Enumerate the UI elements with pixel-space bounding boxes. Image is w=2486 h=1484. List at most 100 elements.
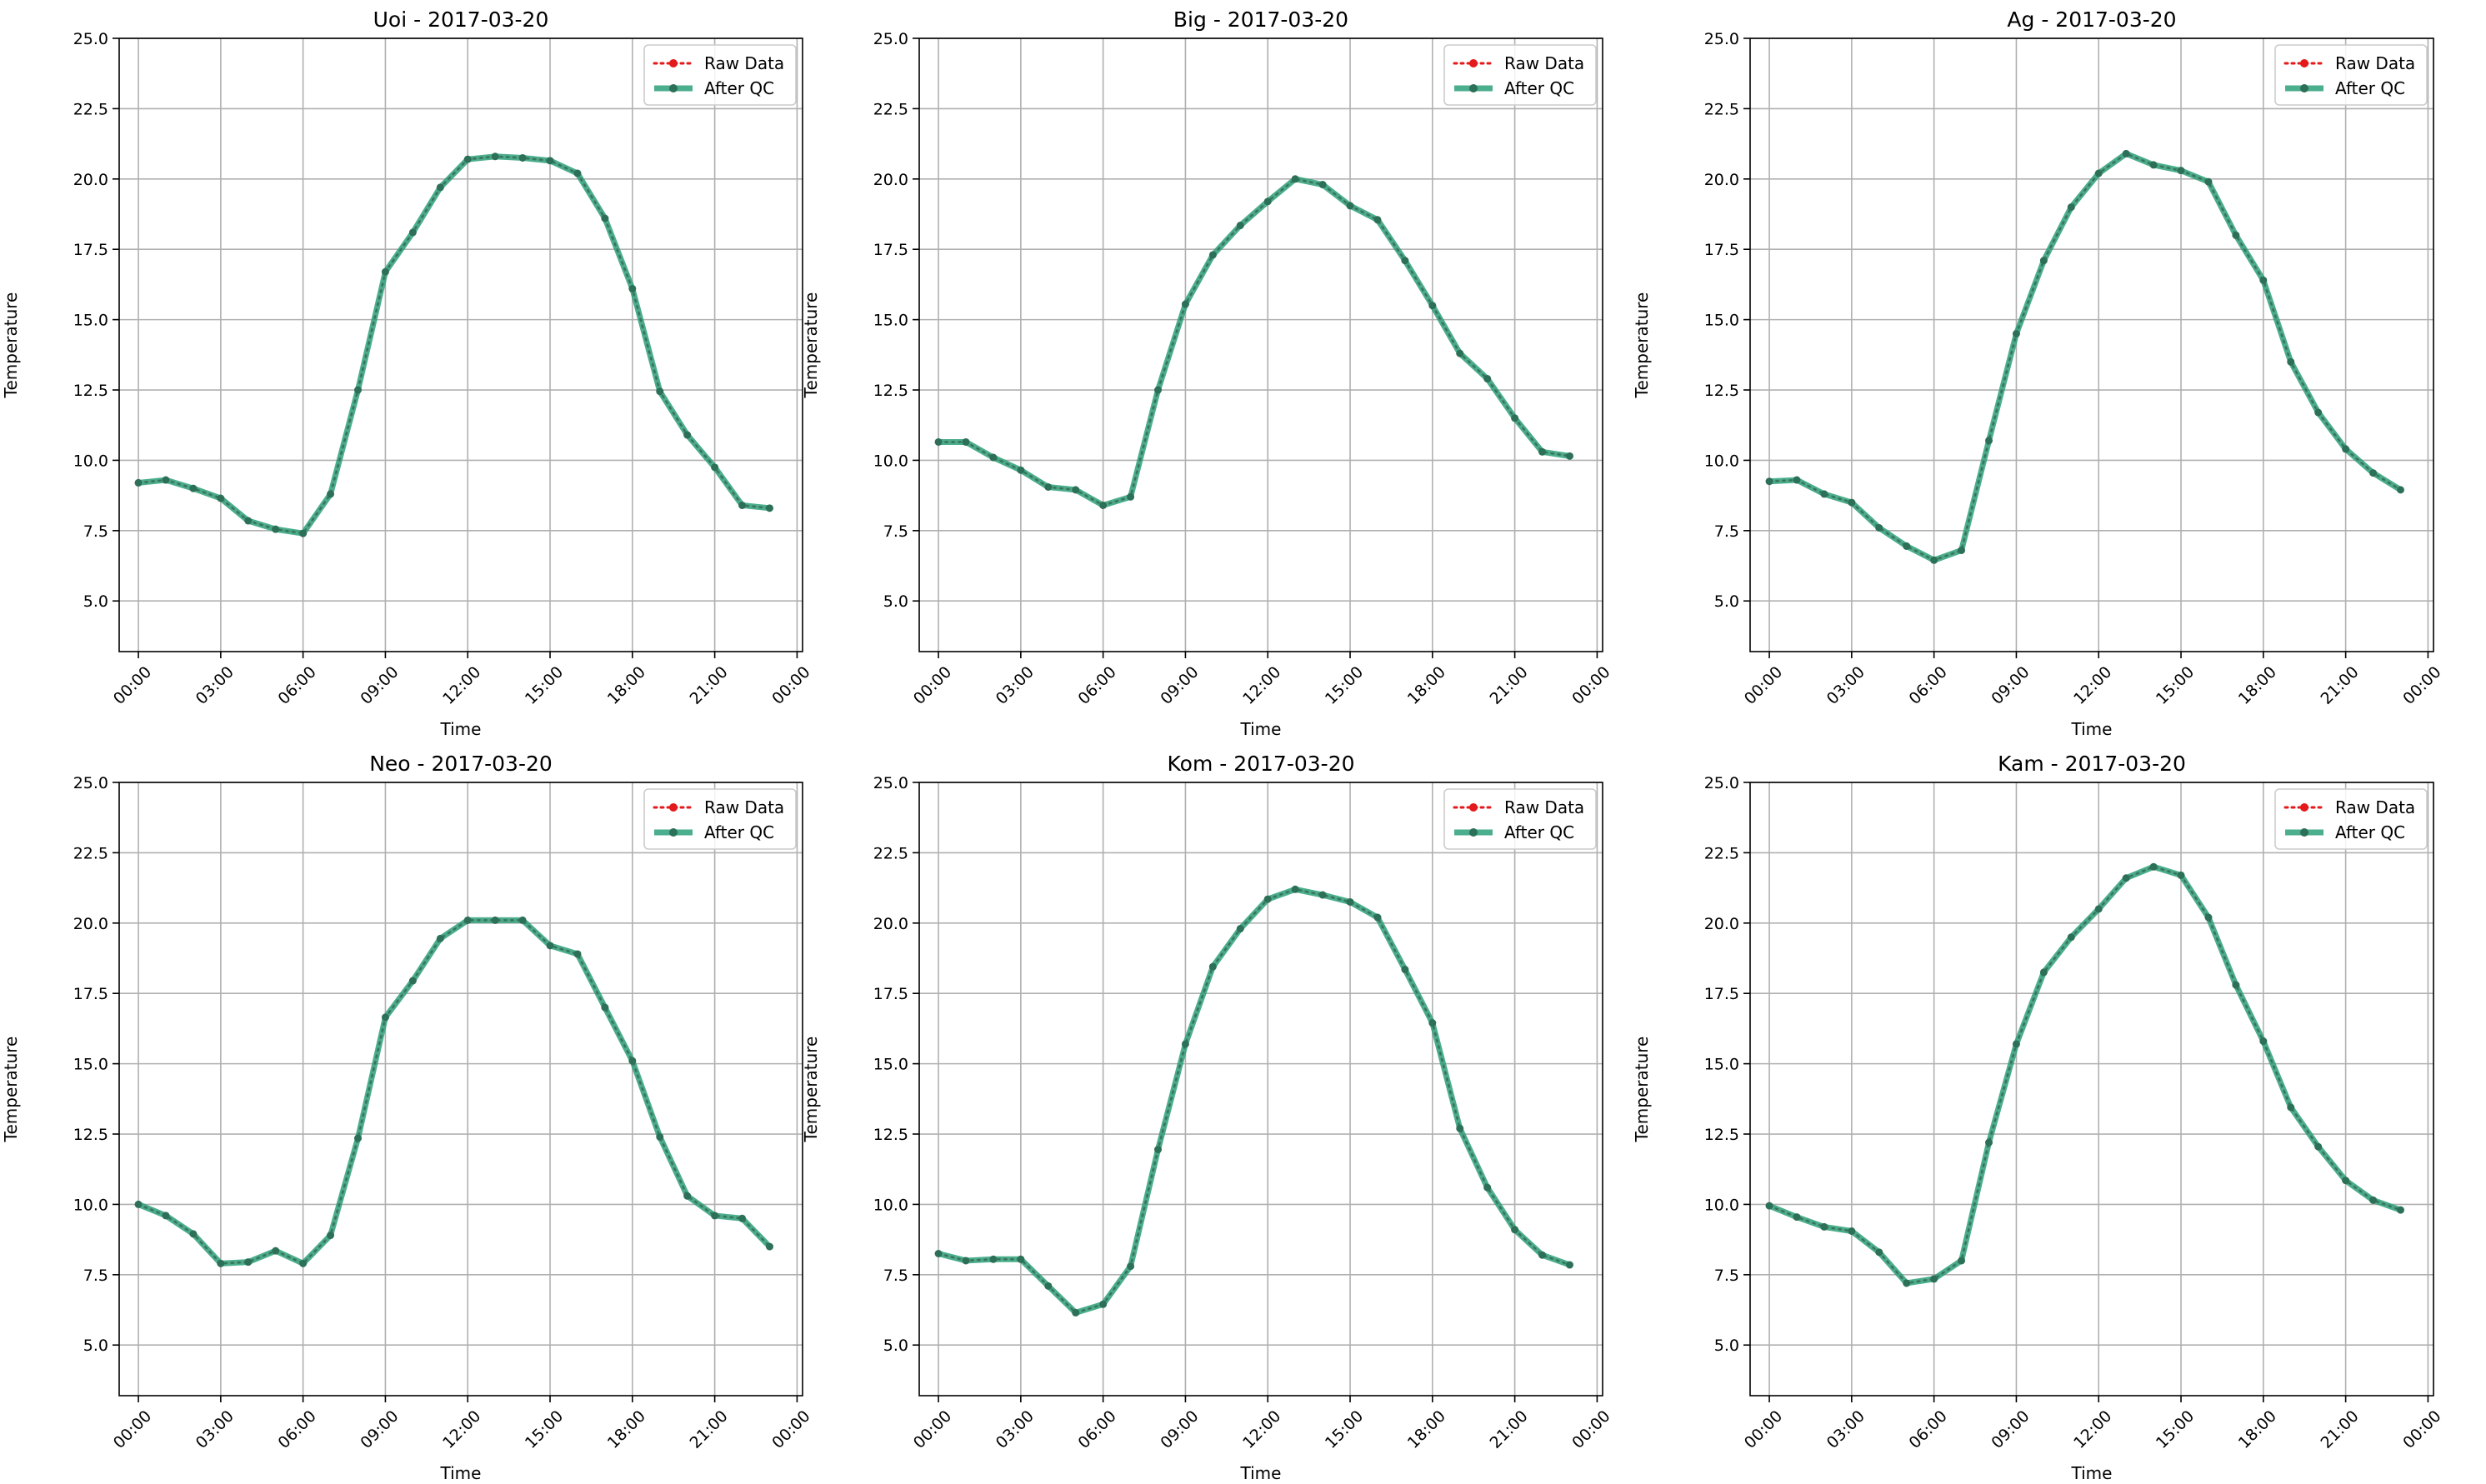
y-tick-label: 17.5 [1704,241,1739,259]
x-tick-label: 06:00 [275,1407,320,1452]
chart-panel-3: 5.0 7.5 10.0 12.5 15.0 17.5 20.0 22.5 25.0 00:00 0… [1632,7,2445,739]
after-qc-point [354,386,363,394]
x-tick-label: 21:00 [686,663,731,708]
chart-panel-4: 5.0 7.5 10.0 12.5 15.0 17.5 20.0 22.5 25.0 00:00 0… [1,752,814,1483]
series-after-qc [134,916,773,1267]
after-qc-point [2342,1177,2350,1185]
after-qc-point [272,1247,280,1255]
after-qc-point [327,1232,335,1240]
y-tick-label: 10.0 [873,452,908,470]
chart-title: Uoi - 2017-03-20 [373,7,549,32]
y-tick-label: 17.5 [873,241,908,259]
after-qc-point [2314,1142,2323,1151]
after-qc-point [2259,1037,2268,1046]
y-tick-label: 22.5 [73,844,108,862]
legend: Raw Data After QC [643,44,797,106]
after-qc-point [711,463,719,472]
x-tick-label: 18:00 [2235,663,2280,708]
after-qc-point [628,284,637,292]
after-qc-point [546,942,554,950]
y-tick-label: 20.0 [73,915,108,933]
after-qc-point [1208,251,1217,259]
legend-label-raw: Raw Data [704,797,784,817]
after-qc-point [1538,1251,1547,1259]
after-qc-point [2177,871,2185,879]
after-qc-point [134,1200,143,1208]
y-tick-label: 7.5 [1714,1267,1739,1285]
after-qc-point [2287,1103,2295,1112]
x-tick-label: 00:00 [2399,1407,2444,1452]
y-axis-label: Temperature [1,292,21,399]
chart-title: Ag - 2017-03-20 [2007,7,2176,32]
after-qc-point [1373,913,1382,922]
after-qc-point [1236,222,1244,230]
after-qc-point [1017,466,1025,474]
after-qc-point [1291,175,1299,183]
after-qc-point [1263,895,1272,903]
after-qc-point [1154,1146,1163,1154]
after-qc-point [463,155,472,163]
after-qc-point [2094,905,2103,913]
y-tick-label: 10.0 [73,452,108,470]
after-qc-point [2012,329,2020,337]
series-after-qc [134,152,773,537]
after-qc-point [1318,181,1327,189]
y-tick-label: 22.5 [1704,844,1739,862]
x-tick-label: 06:00 [275,663,320,708]
x-tick-label: 09:00 [1988,1407,2033,1452]
legend-after-qc-marker [669,828,678,837]
chart-title: Kom - 2017-03-20 [1168,752,1355,776]
y-tick-label: 10.0 [1704,1196,1739,1214]
legend-label-after-qc: After QC [1504,822,1574,842]
y-tick-label: 10.0 [1704,452,1739,470]
legend-label-after-qc: After QC [704,78,774,98]
y-tick-label: 20.0 [873,171,908,189]
x-tick-label: 12:00 [1239,663,1284,708]
x-tick-label: 00:00 [910,1407,955,1452]
after-qc-dot-overlay [138,919,771,1265]
after-qc-point [1958,1257,1966,1265]
plot-area [1750,38,2433,652]
after-qc-point [683,431,692,439]
after-qc-point [1072,486,1080,494]
x-tick-label: 21:00 [686,1407,731,1452]
y-tick-label: 25.0 [1704,774,1739,792]
after-qc-point [2149,862,2158,871]
x-tick-label: 15:00 [1322,663,1367,708]
after-qc-point [546,157,554,165]
x-tick-label: 03:00 [993,1407,1038,1452]
after-qc-point [711,1212,719,1220]
plot-area [1750,782,2433,1396]
x-tick-label: 03:00 [193,663,238,708]
y-tick-label: 25.0 [73,774,108,792]
x-tick-label: 18:00 [604,1407,649,1452]
series-after-qc [934,885,1573,1317]
series-after-qc [1765,862,2404,1287]
after-qc-point [2149,161,2158,169]
x-tick-label: 15:00 [522,1407,567,1452]
x-tick-label: 09:00 [1157,663,1202,708]
after-qc-point [162,476,170,484]
after-qc-point [1044,482,1053,491]
y-tick-label: 7.5 [883,522,908,541]
after-qc-point [2232,981,2240,989]
y-tick-label: 7.5 [83,522,108,541]
after-qc-point [934,1250,943,1258]
y-tick-label: 17.5 [873,985,908,1003]
legend: Raw Data After QC [643,788,797,850]
plot-frame [118,782,803,1397]
legend-label-after-qc: After QC [1504,78,1574,98]
legend-raw-marker [1469,59,1478,67]
after-qc-point [2259,276,2268,284]
y-tick-label: 15.0 [73,1056,108,1074]
x-tick-label: 03:00 [193,1407,238,1452]
x-axis-label: Time [440,1463,482,1483]
after-qc-point [1820,490,1828,498]
y-tick-label: 22.5 [73,100,108,118]
after-qc-dot-overlay [938,888,1570,1314]
plot-area [919,782,1603,1396]
after-qc-point [656,387,664,396]
after-qc-point [1483,1183,1492,1192]
after-qc-point [1263,197,1272,206]
after-qc-point [1511,1226,1519,1234]
